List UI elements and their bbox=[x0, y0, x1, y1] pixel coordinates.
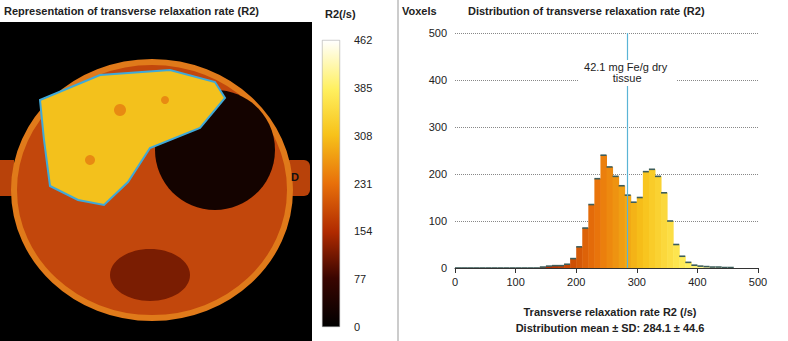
svg-text:385: 385 bbox=[354, 82, 372, 94]
svg-text:R2(/s): R2(/s) bbox=[325, 8, 356, 20]
svg-text:462: 462 bbox=[354, 34, 372, 46]
svg-text:Voxels: Voxels bbox=[402, 5, 437, 17]
svg-text:200: 200 bbox=[429, 168, 447, 180]
svg-text:42.1 mg Fe/g dry: 42.1 mg Fe/g dry bbox=[584, 61, 671, 74]
svg-text:0: 0 bbox=[354, 321, 360, 333]
svg-text:Transverse relaxation rate R2: Transverse relaxation rate R2 (/s) bbox=[523, 306, 696, 318]
svg-text:tissue: tissue bbox=[613, 72, 642, 84]
svg-text:D: D bbox=[291, 171, 299, 183]
svg-text:154: 154 bbox=[354, 225, 372, 237]
svg-text:100: 100 bbox=[429, 215, 447, 227]
svg-text:0: 0 bbox=[441, 262, 447, 274]
svg-text:300: 300 bbox=[429, 121, 447, 133]
svg-text:308: 308 bbox=[354, 130, 372, 142]
svg-text:500: 500 bbox=[749, 276, 767, 288]
svg-text:300: 300 bbox=[628, 276, 646, 288]
svg-text:400: 400 bbox=[429, 74, 447, 86]
svg-text:500: 500 bbox=[429, 27, 447, 39]
svg-text:0: 0 bbox=[452, 276, 458, 288]
svg-text:Distribution mean ± SD: 284.1: Distribution mean ± SD: 284.1 ± 44.6 bbox=[516, 322, 705, 334]
svg-text:Distribution of transverse rel: Distribution of transverse relaxation ra… bbox=[468, 5, 705, 17]
svg-text:Representation of transverse r: Representation of transverse relaxation … bbox=[4, 5, 259, 17]
svg-text:231: 231 bbox=[354, 178, 372, 190]
svg-text:200: 200 bbox=[567, 276, 585, 288]
svg-text:100: 100 bbox=[506, 276, 524, 288]
svg-text:400: 400 bbox=[688, 276, 706, 288]
svg-text:77: 77 bbox=[354, 273, 366, 285]
